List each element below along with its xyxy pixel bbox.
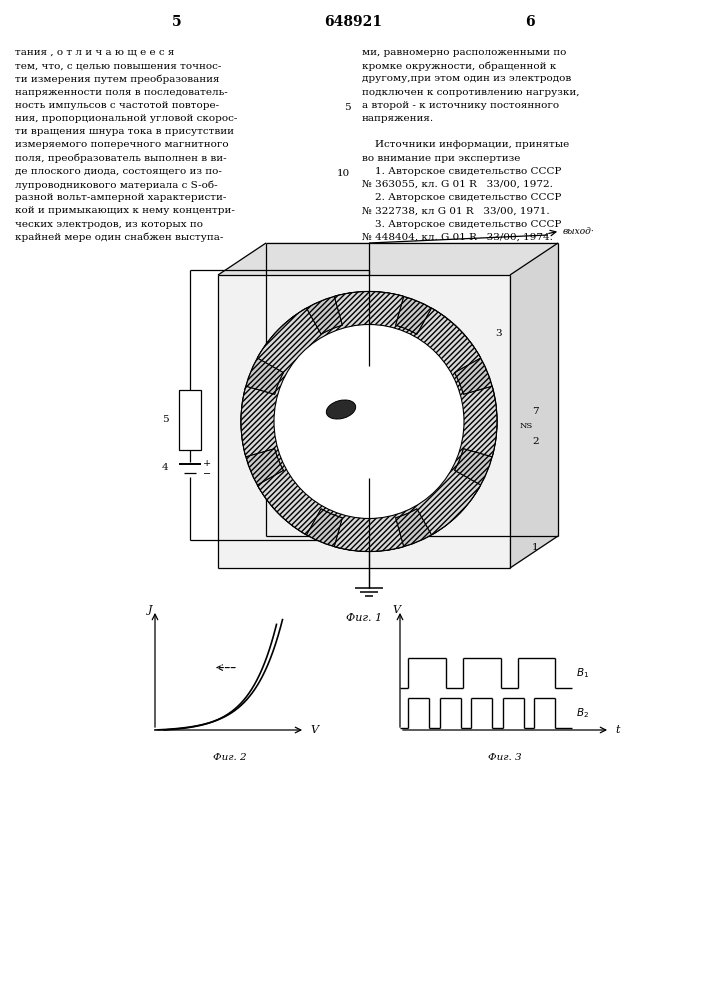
Text: NS: NS xyxy=(520,422,533,430)
Text: ческих электродов, из которых по: ческих электродов, из которых по xyxy=(15,220,203,229)
Text: напряжения.: напряжения. xyxy=(362,114,434,123)
Text: ния, пропорциональной угловой скорос-: ния, пропорциональной угловой скорос- xyxy=(15,114,238,123)
Text: 5: 5 xyxy=(344,103,350,112)
Text: выход·: выход· xyxy=(563,227,595,235)
Text: тем, что, с целью повышения точнос-: тем, что, с целью повышения точнос- xyxy=(15,61,221,70)
Text: ти измерения путем преобразования: ти измерения путем преобразования xyxy=(15,74,219,84)
Text: 10: 10 xyxy=(337,169,350,178)
Text: −: − xyxy=(203,470,211,479)
Text: 1: 1 xyxy=(532,544,539,552)
Text: J: J xyxy=(148,605,152,615)
Text: V: V xyxy=(310,725,318,735)
Text: 3: 3 xyxy=(495,328,502,338)
Text: 2: 2 xyxy=(532,437,539,446)
Text: напряженности поля в последователь-: напряженности поля в последователь- xyxy=(15,88,228,97)
Text: 3. Авторское свидетельство СССР: 3. Авторское свидетельство СССР xyxy=(362,220,561,229)
Text: № 322738, кл G 01 R   33/00, 1971.: № 322738, кл G 01 R 33/00, 1971. xyxy=(362,206,549,215)
Text: де плоского диода, состоящего из по-: де плоского диода, состоящего из по- xyxy=(15,167,222,176)
Text: крайней мере один снабжен выступа-: крайней мере один снабжен выступа- xyxy=(15,233,223,242)
Polygon shape xyxy=(510,243,558,568)
Text: 5: 5 xyxy=(173,15,182,29)
Ellipse shape xyxy=(274,324,464,518)
Text: 4: 4 xyxy=(162,462,169,472)
Text: $B_2$: $B_2$ xyxy=(576,706,590,720)
Text: разной вольт-амперной характеристи-: разной вольт-амперной характеристи- xyxy=(15,193,226,202)
Text: другому,при этом один из электродов: другому,при этом один из электродов xyxy=(362,74,571,83)
Text: 2. Авторское свидетельство СССР: 2. Авторское свидетельство СССР xyxy=(362,193,561,202)
Text: +: + xyxy=(203,458,211,468)
Text: Фиг. 3: Фиг. 3 xyxy=(489,754,522,762)
Text: кромке окружности, обращенной к: кромке окружности, обращенной к xyxy=(362,61,556,71)
Polygon shape xyxy=(241,292,497,552)
Text: V: V xyxy=(392,605,400,615)
Text: ти вращения шнура тока в присутствии: ти вращения шнура тока в присутствии xyxy=(15,127,234,136)
Text: 5: 5 xyxy=(162,416,169,424)
Text: измеряемого поперечного магнитного: измеряемого поперечного магнитного xyxy=(15,140,228,149)
Text: 7: 7 xyxy=(532,407,539,416)
Ellipse shape xyxy=(327,400,356,419)
Text: подключен к сопротивлению нагрузки,: подключен к сопротивлению нагрузки, xyxy=(362,88,580,97)
Bar xyxy=(179,390,201,450)
Text: поля, преобразователь выполнен в ви-: поля, преобразователь выполнен в ви- xyxy=(15,154,227,163)
Polygon shape xyxy=(266,243,558,536)
Text: лупроводникового материала с S-об-: лупроводникового материала с S-об- xyxy=(15,180,218,190)
Text: Фиг. 1: Фиг. 1 xyxy=(346,613,382,623)
Text: тания , о т л и ч а ю щ е е с я: тания , о т л и ч а ю щ е е с я xyxy=(15,48,175,57)
Text: № 363055, кл. G 01 R   33/00, 1972.: № 363055, кл. G 01 R 33/00, 1972. xyxy=(362,180,553,189)
Text: а второй - к источнику постоянного: а второй - к источнику постоянного xyxy=(362,101,559,110)
Text: 648921: 648921 xyxy=(324,15,382,29)
Text: ность импульсов с частотой повторе-: ность импульсов с частотой повторе- xyxy=(15,101,219,110)
Ellipse shape xyxy=(317,368,421,475)
Polygon shape xyxy=(218,275,510,568)
Text: ми, равномерно расположенными по: ми, равномерно расположенными по xyxy=(362,48,566,57)
Text: Источники информации, принятые: Источники информации, принятые xyxy=(362,140,569,149)
Text: № 448404, кл. G 01 R   33/00, 1974.: № 448404, кл. G 01 R 33/00, 1974. xyxy=(362,233,553,242)
Text: 1. Авторское свидетельство СССР: 1. Авторское свидетельство СССР xyxy=(362,167,561,176)
Text: t: t xyxy=(615,725,619,735)
Polygon shape xyxy=(218,243,558,275)
Text: $B_1$: $B_1$ xyxy=(576,666,590,680)
Text: 6: 6 xyxy=(525,15,534,29)
Text: Фиг. 2: Фиг. 2 xyxy=(214,754,247,762)
Text: кой и примыкающих к нему концентри-: кой и примыкающих к нему концентри- xyxy=(15,206,235,215)
Ellipse shape xyxy=(241,292,497,552)
Text: во внимание при экспертизе: во внимание при экспертизе xyxy=(362,154,520,163)
Text: 6: 6 xyxy=(274,352,281,361)
